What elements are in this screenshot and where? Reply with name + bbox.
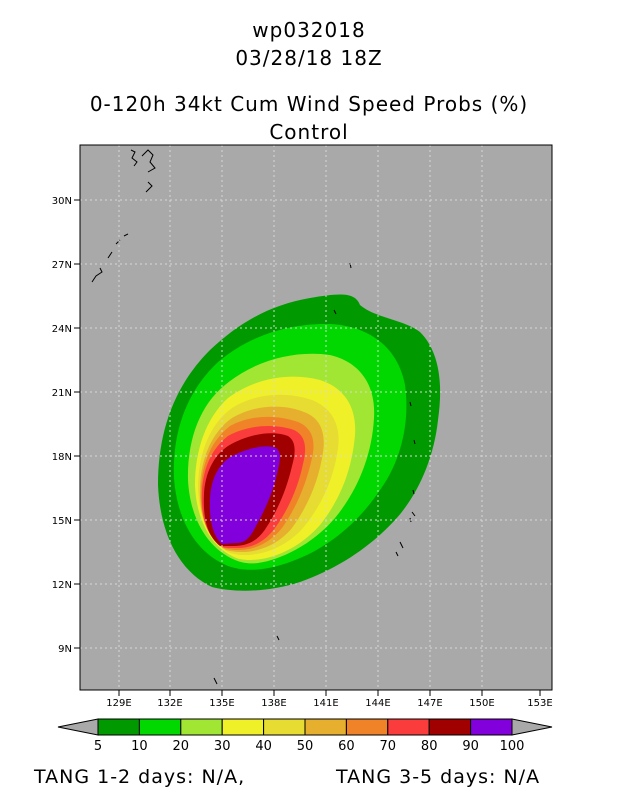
lat-label: 9N [58,644,72,655]
palau-islands [213,635,280,685]
coastlines [91,149,416,685]
colorbar-swatches [97,718,513,736]
colorbar-label: 20 [173,739,190,754]
lat-lon-grid [80,145,552,690]
colorbar-labels: 5 10 20 30 40 50 60 70 80 90 100 [94,739,525,754]
model-title: Control [269,120,349,144]
colorbar-swatch [180,718,223,736]
colorbar-label: 90 [462,739,479,754]
lon-label: 132E [157,698,182,709]
lon-label: 150E [469,698,494,709]
colorbar-swatch [263,718,306,736]
longitude-axis: 129E 132E 135E 138E 141E 144E 147E 150E … [106,690,553,709]
colorbar-right-arrow [511,718,553,736]
lat-label: 30N [52,196,72,207]
lon-label: 129E [106,698,131,709]
tang-3-5-days: TANG 3-5 days: N/A [336,766,541,788]
lon-label: 147E [417,698,442,709]
datetime-title: 03/28/18 18Z [235,46,383,70]
colorbar-swatch [221,718,265,736]
colorbar-swatch [138,718,182,736]
lat-label: 27N [52,260,72,271]
product-title: 0-120h 34kt Cum Wind Speed Probs (%) [89,92,529,116]
lon-label: 138E [261,698,286,709]
colorbar-label: 30 [214,739,231,754]
tang-1-2-days: TANG 1-2 days: N/A, [34,766,246,788]
colorbar-swatch [470,718,513,736]
lat-label: 12N [52,580,72,591]
map-frame [79,144,553,691]
lat-label: 18N [52,452,72,463]
latitude-axis: 30N 27N 24N 21N 18N 15N 12N 9N [52,196,80,655]
lon-label: 153E [527,698,552,709]
lon-label: 135E [209,698,234,709]
colorbar-label: 60 [338,739,355,754]
contour-90 [209,446,280,544]
colorbar-swatch [304,718,347,736]
colorbar-swatch [97,718,140,736]
colorbar-label: 70 [380,739,397,754]
colorbar-label: 40 [255,739,272,754]
colorbar: 5 10 20 30 40 50 60 70 80 90 100 [57,718,553,754]
lon-label: 141E [313,698,338,709]
colorbar-swatch [428,718,472,736]
storm-id-title: wp032018 [252,18,366,42]
lat-label: 24N [52,324,72,335]
probability-contours [158,294,441,591]
colorbar-label: 100 [500,739,525,754]
colorbar-label: 10 [131,739,148,754]
colorbar-swatch [387,718,430,736]
japan-coast [130,149,156,193]
colorbar-label: 50 [297,739,314,754]
colorbar-swatch [345,718,389,736]
ryukyu-islands [91,233,129,283]
lat-label: 21N [52,388,72,399]
colorbar-label: 5 [94,739,102,754]
lon-label: 144E [365,698,390,709]
lat-label: 15N [52,516,72,527]
colorbar-label: 80 [421,739,438,754]
colorbar-left-arrow [57,718,99,736]
